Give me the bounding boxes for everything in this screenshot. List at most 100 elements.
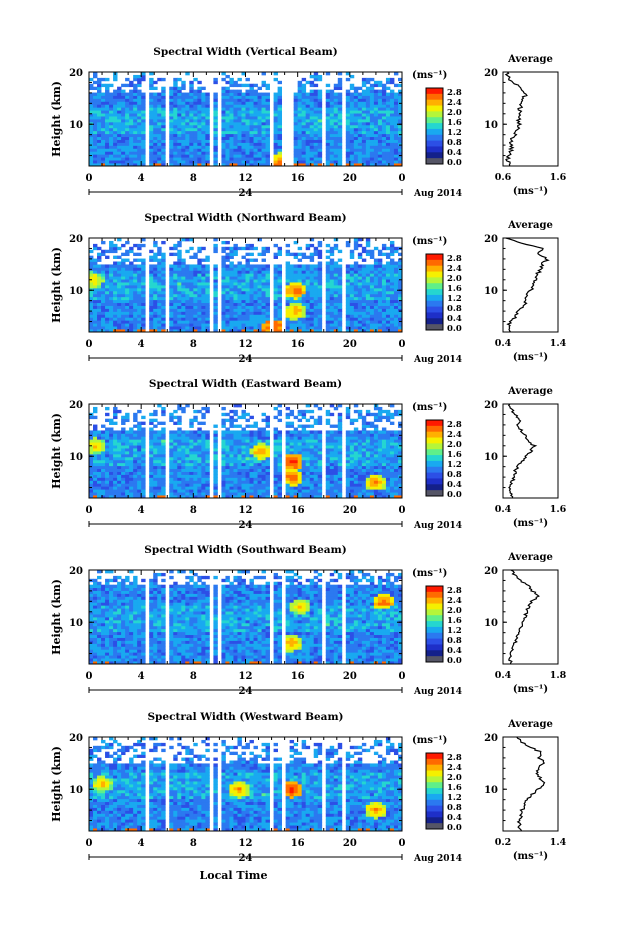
heat-cell xyxy=(381,92,387,96)
heat-cell xyxy=(305,287,311,292)
heat-cell xyxy=(169,160,174,164)
heat-cell xyxy=(157,293,162,298)
heat-cell xyxy=(353,113,359,117)
heat-cell xyxy=(105,290,110,295)
heat-cell xyxy=(113,92,118,96)
heat-cell xyxy=(233,317,238,321)
heat-cell xyxy=(277,160,283,164)
heat-cell xyxy=(397,323,403,327)
heat-cell xyxy=(273,145,278,149)
heat-cell xyxy=(245,329,250,333)
heat-cell xyxy=(197,436,202,440)
colorbar-swatch xyxy=(426,265,443,273)
heat-cell xyxy=(369,308,375,312)
heat-cell xyxy=(189,442,194,446)
heat-cell xyxy=(221,119,226,123)
heat-cell xyxy=(241,415,246,420)
heat-cell xyxy=(305,285,311,289)
heat-cell xyxy=(385,329,391,333)
heat-cell xyxy=(377,311,383,315)
heat-cell xyxy=(381,116,387,120)
heat-cell xyxy=(397,160,403,164)
heat-cell xyxy=(101,130,106,135)
heat-cell xyxy=(181,101,186,105)
heat-cell xyxy=(309,279,315,283)
heat-cell xyxy=(121,439,126,443)
heat-cell xyxy=(113,415,118,420)
heat-cell xyxy=(285,273,291,277)
heat-cell xyxy=(249,436,254,440)
heat-cell xyxy=(389,98,395,102)
heat-cell xyxy=(125,113,130,117)
heat-cell xyxy=(201,492,206,496)
heat-cell xyxy=(133,273,138,277)
heat-cell xyxy=(373,127,379,132)
heat-cell xyxy=(265,98,270,102)
heat-cell xyxy=(365,139,371,143)
heat-cell xyxy=(241,451,246,455)
heat-cell xyxy=(257,238,262,242)
heat-cell xyxy=(369,273,375,277)
heat-cell xyxy=(153,110,158,114)
heat-cell xyxy=(177,320,182,324)
heat-cell xyxy=(137,279,142,283)
heat-cell xyxy=(157,113,162,117)
heat-cell xyxy=(257,285,262,289)
heat-cell xyxy=(361,95,367,99)
heat-cell xyxy=(309,148,315,152)
heat-cell xyxy=(89,107,94,111)
heat-cell xyxy=(157,95,162,99)
heat-cell xyxy=(177,323,182,327)
heat-cell xyxy=(257,314,262,318)
heat-cell xyxy=(185,326,190,330)
heat-cell xyxy=(197,409,202,414)
heat-cell xyxy=(173,489,178,493)
heat-cell xyxy=(229,471,234,475)
heat-cell xyxy=(181,465,186,470)
heat-cell xyxy=(189,323,194,327)
heat-cell xyxy=(125,302,130,306)
heat-cell xyxy=(133,124,138,129)
heat-cell xyxy=(117,409,122,414)
heat-cell xyxy=(265,273,270,277)
heat-cell xyxy=(129,249,134,254)
heat-cell xyxy=(229,157,234,161)
heat-cell xyxy=(125,83,130,88)
heat-cell xyxy=(177,261,182,265)
heat-cell xyxy=(121,273,126,277)
heat-cell xyxy=(173,77,178,82)
heat-cell xyxy=(261,116,266,120)
heat-cell xyxy=(237,462,242,467)
heat-cell xyxy=(201,433,206,437)
heat-cell xyxy=(361,311,367,315)
heat-cell xyxy=(109,98,114,102)
heat-cell xyxy=(177,448,182,452)
heat-cell xyxy=(349,296,355,301)
heat-cell xyxy=(333,142,339,146)
heat-cell xyxy=(201,246,206,251)
heat-cell xyxy=(381,124,387,129)
heat-cell xyxy=(253,329,258,333)
heat-cell xyxy=(225,308,230,312)
heat-cell xyxy=(377,163,383,167)
heat-cell xyxy=(229,323,234,327)
heat-cell xyxy=(381,243,387,248)
heat-cell xyxy=(309,80,315,85)
heat-cell xyxy=(337,267,343,271)
heat-cell xyxy=(353,326,359,330)
heat-cell xyxy=(185,273,190,277)
heat-cell xyxy=(229,456,234,461)
heat-cell xyxy=(245,296,250,301)
heat-cell xyxy=(393,116,399,120)
heat-cell xyxy=(201,415,206,420)
heat-cell xyxy=(105,101,110,105)
heat-cell xyxy=(157,77,162,82)
heat-cell xyxy=(241,145,246,149)
heat-cell xyxy=(241,83,246,88)
heat-cell xyxy=(101,151,106,155)
heat-cell xyxy=(369,279,375,283)
heat-cell xyxy=(169,267,174,271)
heat-cell xyxy=(389,305,395,309)
heat-cell xyxy=(237,495,242,499)
heat-cell xyxy=(297,136,303,140)
